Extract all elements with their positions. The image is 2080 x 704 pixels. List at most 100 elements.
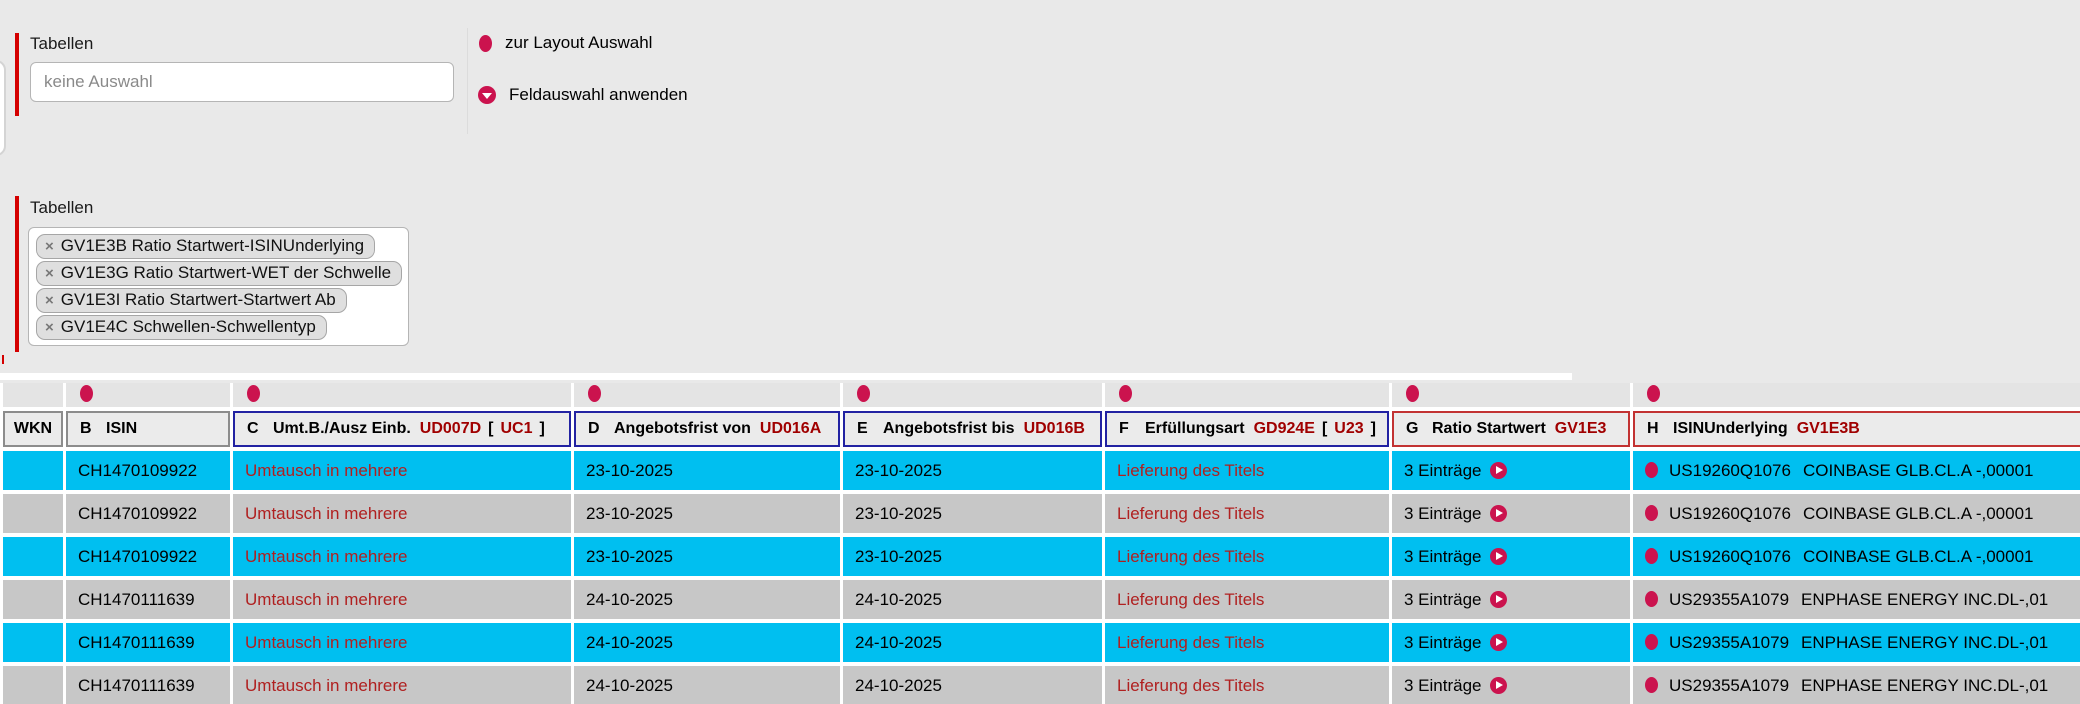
cell-offer-from: 23-10-2025 bbox=[574, 451, 840, 490]
field-code: GD924E bbox=[1253, 420, 1315, 437]
cell-isin: CH1470109922 bbox=[66, 494, 230, 533]
underlying-marker-dot-icon[interactable] bbox=[1645, 676, 1658, 693]
expand-entries-icon[interactable] bbox=[1489, 504, 1507, 522]
underlying-name: COINBASE GLB.CL.A -,00001 bbox=[1802, 460, 2034, 480]
column-label: ISIN bbox=[106, 420, 138, 437]
underlying-marker-dot-icon[interactable] bbox=[1645, 633, 1658, 650]
cell-underlying: US19260Q1076 COINBASE GLB.CL.A -,00001 bbox=[1633, 537, 2080, 576]
underlying-name: ENPHASE ENERGY INC.DL-,01 bbox=[1801, 675, 2049, 695]
cell-wkn bbox=[3, 623, 63, 662]
cell-offer-to: 23-10-2025 bbox=[843, 494, 1102, 533]
column-header-conversion[interactable]: C Umt.B./Ausz Einb. UD007D[UC1] bbox=[233, 411, 571, 447]
underlying-isin: US29355A1079 bbox=[1669, 675, 1790, 695]
cell-wkn bbox=[3, 666, 63, 704]
expand-entries-icon[interactable] bbox=[1489, 633, 1507, 651]
expand-entries-icon[interactable] bbox=[1489, 461, 1507, 479]
column-header-underlying[interactable]: H ISINUnderlying GV1E3B bbox=[1633, 411, 2080, 447]
selected-table-tag[interactable]: × GV1E3B Ratio Startwert-ISINUnderlying bbox=[36, 234, 376, 259]
bullet-dot-icon bbox=[479, 34, 492, 52]
column-header-ratio[interactable]: G Ratio Startwert GV1E3 bbox=[1392, 411, 1630, 447]
column-header-isin[interactable]: B ISIN bbox=[66, 411, 230, 447]
expand-entries-icon[interactable] bbox=[1489, 676, 1507, 694]
underlying-marker-dot-icon[interactable] bbox=[1645, 461, 1658, 478]
cell-ratio: 3 Einträge bbox=[1392, 537, 1630, 576]
field-code: GV1E3 bbox=[1554, 420, 1607, 437]
remove-tag-icon[interactable]: × bbox=[45, 264, 54, 282]
cell-isin: CH1470111639 bbox=[66, 580, 230, 619]
cell-isin: CH1470109922 bbox=[66, 537, 230, 576]
tables-multiselect[interactable]: × GV1E3B Ratio Startwert-ISINUnderlying … bbox=[28, 227, 409, 346]
cell-offer-from: 23-10-2025 bbox=[574, 494, 840, 533]
column-letter: G bbox=[1406, 420, 1419, 437]
column-letter: B bbox=[80, 420, 92, 437]
layout-selection-link[interactable]: zur Layout Auswahl bbox=[479, 30, 652, 56]
tables-select-input[interactable] bbox=[30, 62, 454, 102]
column-marker-dot[interactable] bbox=[588, 385, 601, 402]
column-marker-dot[interactable] bbox=[1119, 385, 1132, 402]
cell-offer-to: 24-10-2025 bbox=[843, 623, 1102, 662]
ratio-entries-label: 3 Einträge bbox=[1404, 675, 1482, 695]
column-letter: F bbox=[1119, 420, 1129, 437]
ratio-entries-label: 3 Einträge bbox=[1404, 632, 1482, 652]
results-table: WKN B ISIN C Umt.B./Ausz Einb. UD007D[UC1] … bbox=[0, 383, 2080, 704]
column-letter: H bbox=[1647, 420, 1659, 437]
tag-label: GV1E3I Ratio Startwert-Startwert Ab bbox=[60, 290, 336, 309]
table-header-row: WKN B ISIN C Umt.B./Ausz Einb. UD007D[UC1] … bbox=[3, 411, 2080, 447]
table-row[interactable]: CH1470111639 Umtausch in mehrere 24-10-2… bbox=[3, 580, 2080, 619]
column-marker-dot[interactable] bbox=[247, 385, 260, 402]
column-label: Umt.B./Ausz Einb. bbox=[273, 420, 411, 437]
table-row[interactable]: CH1470111639 Umtausch in mehrere 24-10-2… bbox=[3, 623, 2080, 662]
tables-selected-label: Tabellen bbox=[30, 198, 94, 217]
column-header-settlement[interactable]: F Erfüllungsart GD924E[U23] bbox=[1105, 411, 1389, 447]
table-row[interactable]: CH1470111639 Umtausch in mehrere 24-10-2… bbox=[3, 666, 2080, 704]
tag-label: GV1E4C Schwellen-Schwellentyp bbox=[60, 317, 316, 336]
table-row[interactable]: CH1470109922 Umtausch in mehrere 23-10-2… bbox=[3, 537, 2080, 576]
column-label: ISINUnderlying bbox=[1673, 420, 1788, 437]
accent-bar-fragment bbox=[2, 355, 4, 364]
selected-table-tag[interactable]: × GV1E3I Ratio Startwert-Startwert Ab bbox=[36, 288, 347, 313]
remove-tag-icon[interactable]: × bbox=[45, 318, 54, 336]
cell-settlement: Lieferung des Titels bbox=[1105, 537, 1389, 576]
cell-settlement: Lieferung des Titels bbox=[1105, 580, 1389, 619]
cell-settlement: Lieferung des Titels bbox=[1105, 623, 1389, 662]
column-label: Ratio Startwert bbox=[1432, 420, 1546, 437]
selected-table-tag[interactable]: × GV1E4C Schwellen-Schwellentyp bbox=[36, 315, 327, 340]
section-accent-bar bbox=[15, 33, 19, 116]
column-header-wkn[interactable]: WKN bbox=[3, 411, 63, 447]
cell-wkn bbox=[3, 494, 63, 533]
underlying-marker-dot-icon[interactable] bbox=[1645, 590, 1658, 607]
column-marker-dot[interactable] bbox=[80, 385, 93, 402]
cell-offer-to: 24-10-2025 bbox=[843, 666, 1102, 704]
cell-ratio: 3 Einträge bbox=[1392, 580, 1630, 619]
marker-cell bbox=[574, 383, 840, 407]
marker-cell bbox=[233, 383, 571, 407]
ratio-entries-label: 3 Einträge bbox=[1404, 460, 1482, 480]
underlying-marker-dot-icon[interactable] bbox=[1645, 504, 1658, 521]
apply-field-selection-link[interactable]: Feldauswahl anwenden bbox=[478, 82, 688, 108]
table-row[interactable]: CH1470109922 Umtausch in mehrere 23-10-2… bbox=[3, 494, 2080, 533]
table-body: CH1470109922 Umtausch in mehrere 23-10-2… bbox=[3, 451, 2080, 704]
column-marker-dot[interactable] bbox=[857, 385, 870, 402]
cell-offer-from: 24-10-2025 bbox=[574, 623, 840, 662]
cell-conversion: Umtausch in mehrere bbox=[233, 537, 571, 576]
cell-underlying: US29355A1079 ENPHASE ENERGY INC.DL-,01 bbox=[1633, 580, 2080, 619]
column-marker-dot[interactable] bbox=[1406, 385, 1419, 402]
column-header-offer-from[interactable]: D Angebotsfrist von UD016A bbox=[574, 411, 840, 447]
underlying-isin: US19260Q1076 bbox=[1669, 460, 1791, 480]
cell-ratio: 3 Einträge bbox=[1392, 494, 1630, 533]
expand-entries-icon[interactable] bbox=[1489, 547, 1507, 565]
column-marker-dot[interactable] bbox=[1647, 385, 1660, 402]
remove-tag-icon[interactable]: × bbox=[45, 291, 54, 309]
expand-entries-icon[interactable] bbox=[1489, 590, 1507, 608]
selected-table-tag[interactable]: × GV1E3G Ratio Startwert-WET der Schwell… bbox=[36, 261, 403, 286]
field-code: UD007D bbox=[419, 420, 482, 437]
table-row[interactable]: CH1470109922 Umtausch in mehrere 23-10-2… bbox=[3, 451, 2080, 490]
cell-underlying: US29355A1079 ENPHASE ENERGY INC.DL-,01 bbox=[1633, 666, 2080, 704]
column-header-offer-to[interactable]: E Angebotsfrist bis UD016B bbox=[843, 411, 1102, 447]
apply-field-selection-label: Feldauswahl anwenden bbox=[509, 85, 688, 104]
underlying-isin: US19260Q1076 bbox=[1669, 503, 1791, 523]
underlying-name: ENPHASE ENERGY INC.DL-,01 bbox=[1801, 589, 2049, 609]
remove-tag-icon[interactable]: × bbox=[45, 237, 54, 255]
underlying-marker-dot-icon[interactable] bbox=[1645, 547, 1658, 564]
cell-isin: CH1470111639 bbox=[66, 623, 230, 662]
